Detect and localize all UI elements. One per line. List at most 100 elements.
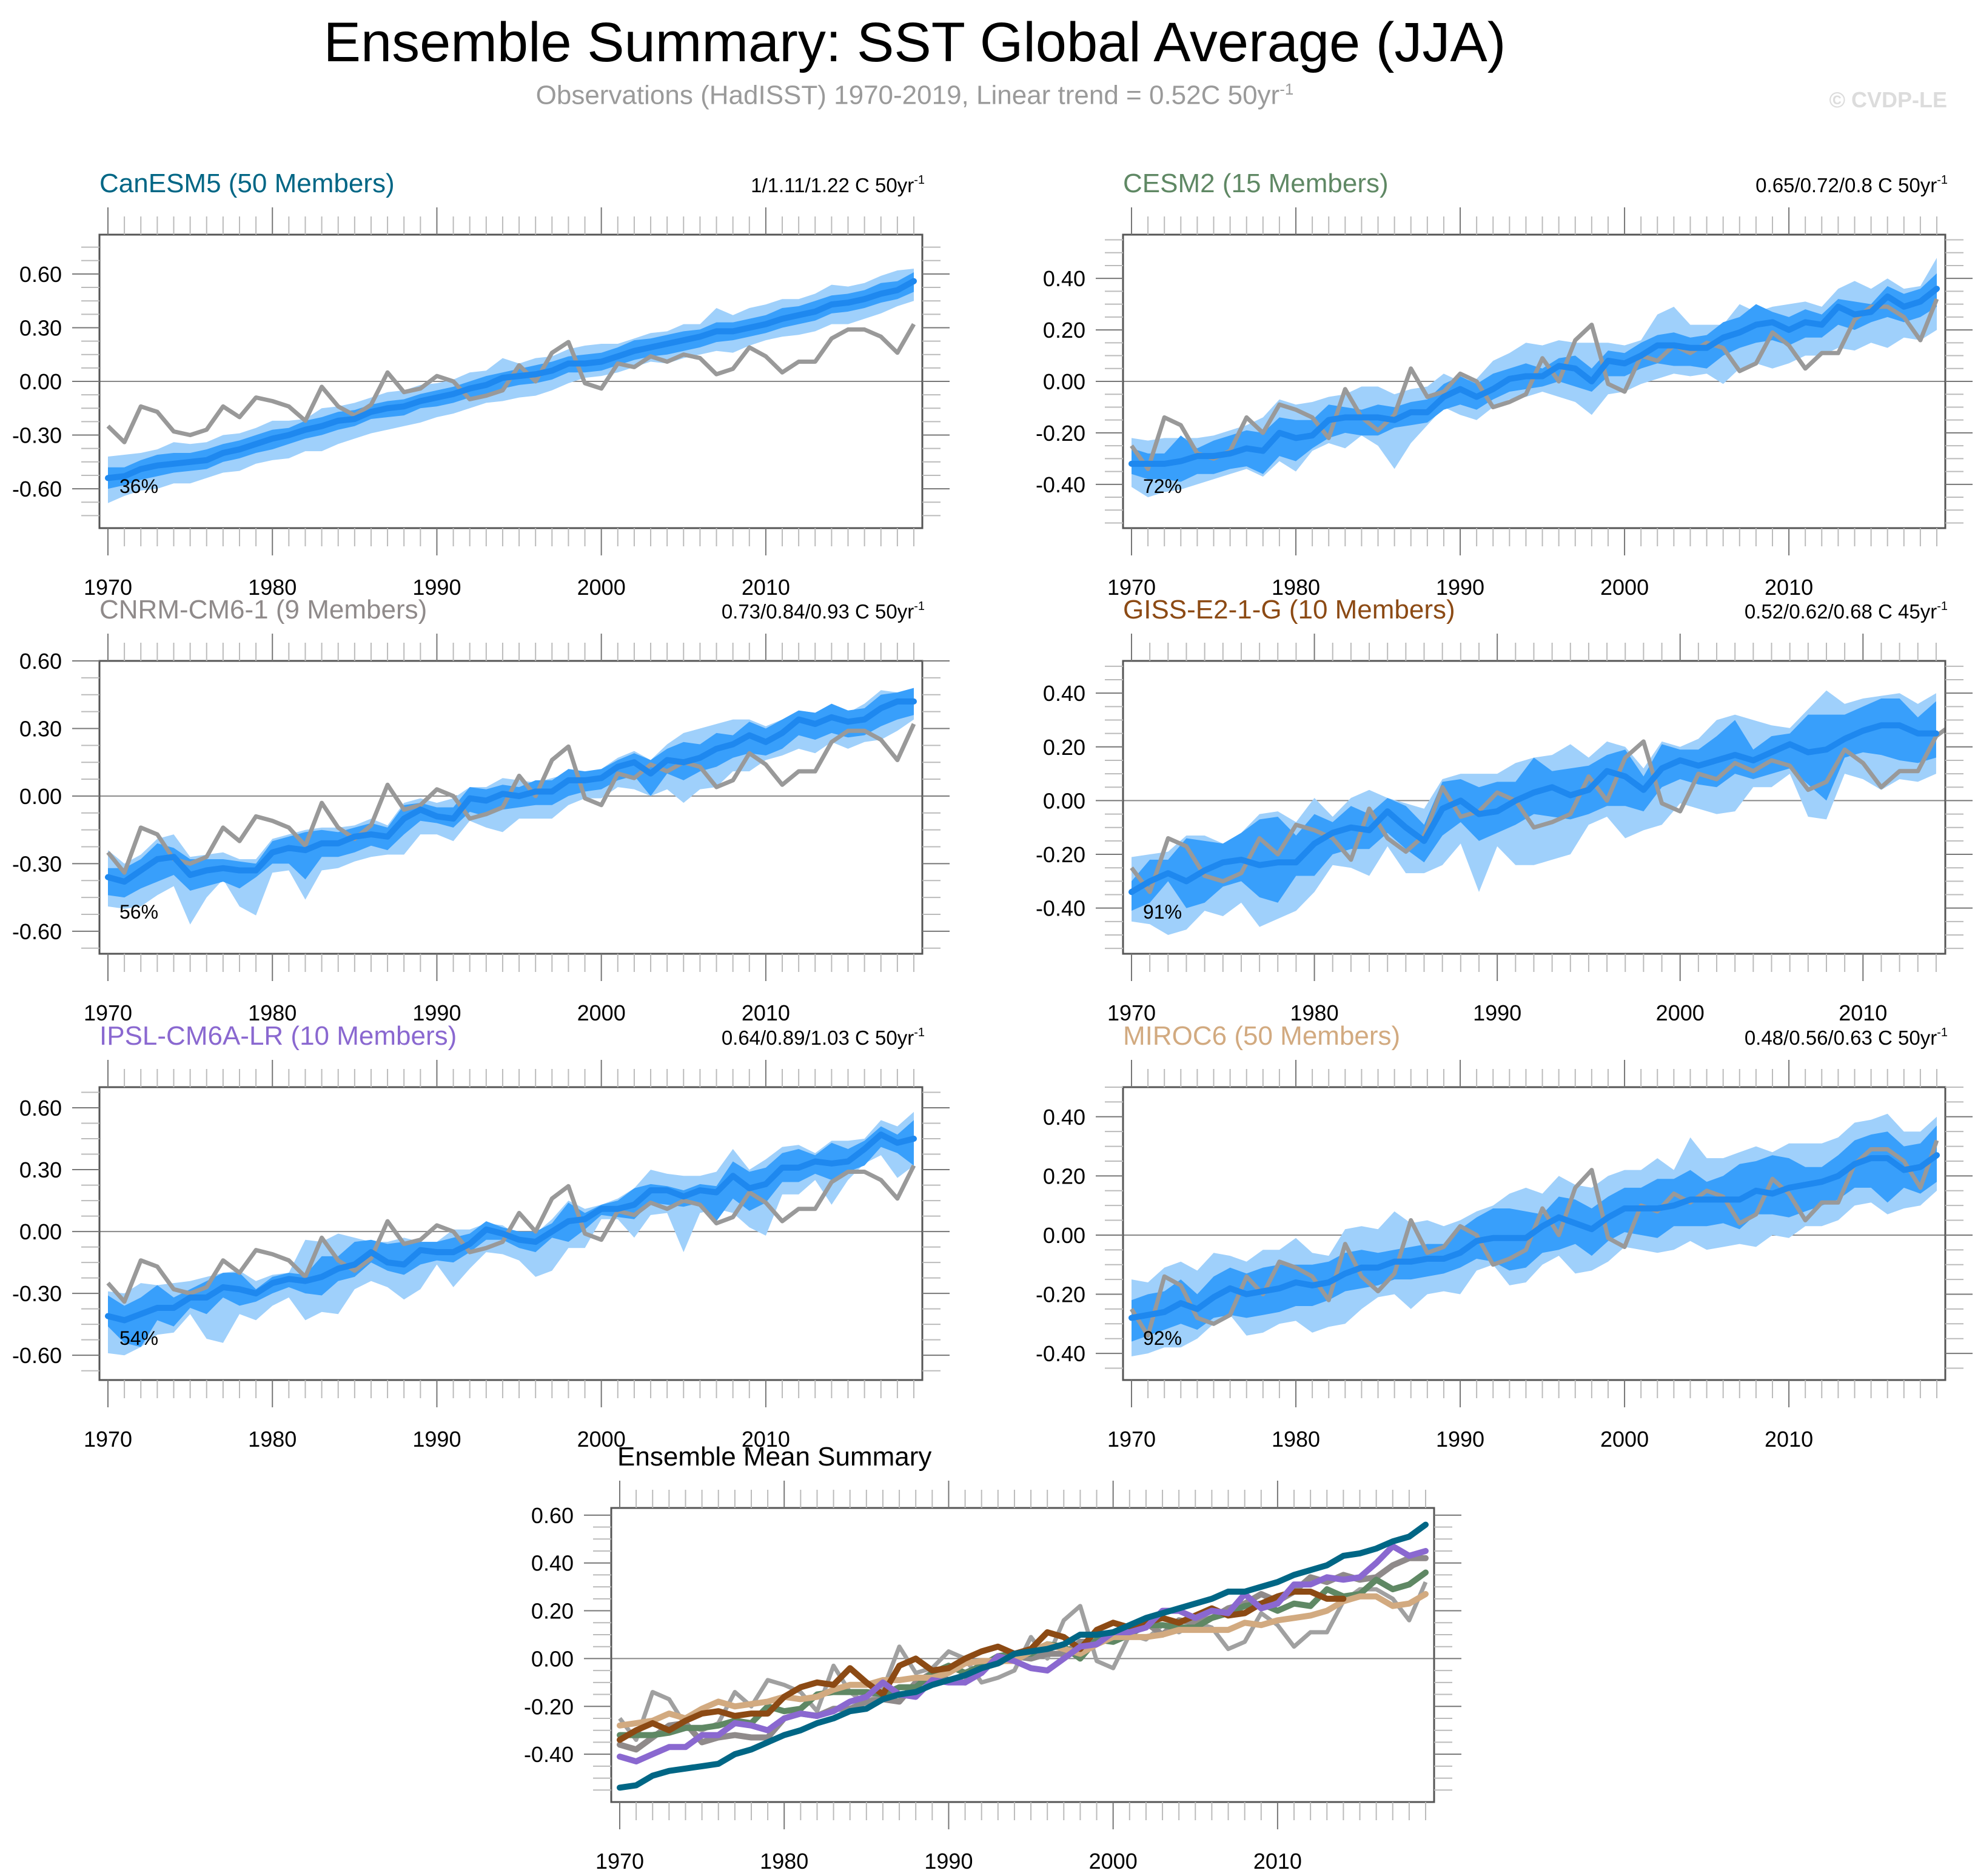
- panel-title: CESM2 (15 Members): [1123, 169, 1389, 198]
- x-tick-label: 1990: [412, 575, 461, 600]
- trend-superscript: -1: [914, 600, 925, 613]
- y-tick-label: -0.20: [1036, 842, 1085, 867]
- trend-superscript: -1: [914, 173, 925, 187]
- x-tick-label: 1970: [84, 575, 132, 600]
- y-tick-label: 0.00: [1043, 1223, 1085, 1248]
- x-tick-label: 2010: [742, 575, 790, 600]
- trend-text: 0.65/0.72/0.8 C 50yr: [1755, 174, 1937, 196]
- chart-panel-4: 54% 0.64/0.89/1.03 C 50yr-1 1970 1980 1990 20…: [12, 1021, 950, 1452]
- plot-area: [99, 1111, 922, 1356]
- x-tick-label: 1990: [1436, 575, 1484, 600]
- panel-title: CanESM5 (50 Members): [99, 169, 395, 198]
- y-tick-label: 0.40: [531, 1551, 574, 1576]
- y-tick-label: 0.00: [19, 369, 62, 394]
- y-tick-label: -0.40: [1036, 896, 1085, 921]
- trend-text: 0.48/0.56/0.63 C 50yr: [1745, 1027, 1937, 1049]
- y-tick-label: -0.60: [12, 919, 62, 944]
- y-tick-label: 0.00: [19, 1219, 62, 1244]
- plot-area: [611, 1521, 1434, 1791]
- y-tick-label: 0.20: [1043, 735, 1085, 760]
- ensemble-mean-line-miroc6: [617, 1591, 1429, 1729]
- y-tick-label: -0.20: [524, 1694, 574, 1719]
- y-tick-label: 0.00: [1043, 788, 1085, 813]
- plot-frame: [610, 1507, 1435, 1803]
- ensemble-mean-line-ipsl-cm6a-lr: [617, 1543, 1429, 1764]
- x-tick-label: 1980: [248, 575, 297, 600]
- figure-subtitle: Observations (HadISST) 1970-2019, Linear…: [0, 80, 1902, 111]
- y-tick-label: 0.40: [1043, 681, 1085, 706]
- x-tick-label: 1990: [1436, 1427, 1484, 1452]
- plot-frame: [98, 660, 924, 955]
- x-tick-label: 1990: [412, 1427, 461, 1452]
- ensemble-range-inner-band: [1132, 698, 1936, 911]
- ensemble-mean-line: [1128, 1152, 1940, 1321]
- ensemble-mean-line: [105, 278, 917, 481]
- chart-panel-6: 1970 1980 1990 2000 2010 -0.40 -0.20 0.00 0.20 0.…: [524, 1442, 1461, 1874]
- plot-area: [99, 269, 922, 503]
- x-tick-label: 1970: [84, 1427, 132, 1452]
- y-tick-label: 0.30: [19, 1157, 62, 1182]
- y-tick-label: -0.30: [12, 1281, 62, 1306]
- percentile-label: 36%: [119, 475, 158, 497]
- trend-label: 0.48/0.56/0.63 C 50yr-1: [1745, 1026, 1948, 1049]
- trend-superscript: -1: [1937, 173, 1948, 187]
- chart-panel-2: 56% 0.73/0.84/0.93 C 50yr-1 1970 1980 1990 20…: [12, 595, 950, 1025]
- y-tick-label: 0.20: [531, 1599, 574, 1624]
- x-tick-label: 2010: [742, 1000, 790, 1025]
- panel-title: MIROC6 (50 Members): [1123, 1021, 1400, 1051]
- panel-title: Ensemble Mean Summary: [617, 1442, 931, 1472]
- y-tick-label: -0.30: [12, 851, 62, 876]
- y-tick-label: 0.30: [19, 716, 62, 741]
- y-tick-label: 0.60: [19, 649, 62, 674]
- y-tick-label: -0.40: [524, 1742, 574, 1767]
- x-tick-label: 2010: [1839, 1000, 1887, 1025]
- y-tick-label: -0.20: [1036, 421, 1085, 446]
- x-tick-label: 1980: [1272, 575, 1320, 600]
- x-tick-label: 2000: [1600, 1427, 1649, 1452]
- trend-label: 0.73/0.84/0.93 C 50yr-1: [722, 600, 925, 623]
- percentile-label: 92%: [1143, 1327, 1182, 1349]
- x-tick-label: 1970: [84, 1000, 132, 1025]
- x-tick-label: 2000: [577, 1000, 626, 1025]
- y-tick-label: 0.20: [1043, 318, 1085, 343]
- trend-text: 0.73/0.84/0.93 C 50yr: [722, 600, 914, 623]
- chart-panel-1: 72% 0.65/0.72/0.8 C 50yr-1 1970 1980 1990 200…: [1036, 169, 1973, 600]
- y-tick-label: 0.00: [1043, 369, 1085, 394]
- trend-superscript: -1: [1937, 600, 1948, 613]
- x-tick-label: 1980: [1272, 1427, 1320, 1452]
- x-tick-label: 1970: [1107, 1000, 1156, 1025]
- y-tick-label: 0.60: [19, 1096, 62, 1121]
- plot-area: [99, 688, 922, 925]
- watermark: © CVDP-LE: [1829, 87, 1947, 112]
- y-tick-label: 0.30: [19, 315, 62, 340]
- percentile-label: 56%: [119, 901, 158, 923]
- x-tick-label: 1970: [595, 1849, 644, 1874]
- x-tick-label: 1990: [924, 1849, 973, 1874]
- panel-title: IPSL-CM6A-LR (10 Members): [99, 1021, 457, 1051]
- x-tick-label: 2010: [1765, 1427, 1813, 1452]
- y-tick-label: 0.20: [1043, 1164, 1085, 1188]
- panel-title: CNRM-CM6-1 (9 Members): [99, 595, 427, 625]
- panel-title: GISS-E2-1-G (10 Members): [1123, 595, 1455, 625]
- x-tick-label: 1990: [1473, 1000, 1521, 1025]
- observations-line: [106, 723, 916, 875]
- y-tick-label: 0.60: [19, 262, 62, 287]
- y-tick-label: 0.40: [1043, 1105, 1085, 1130]
- x-tick-label: 2010: [1765, 575, 1813, 600]
- trend-label: 0.52/0.62/0.68 C 45yr-1: [1745, 600, 1948, 623]
- y-tick-label: -0.40: [1036, 472, 1085, 497]
- chart-panel-0: 36% 1/1.11/1.22 C 50yr-1 1970 1980 1990 2000 2…: [12, 169, 950, 600]
- plot-area: [1123, 690, 1945, 935]
- y-tick-label: 0.60: [531, 1503, 574, 1528]
- trend-superscript: -1: [1937, 1026, 1948, 1039]
- subtitle-text: Observations (HadISST) 1970-2019, Linear…: [535, 80, 1280, 110]
- x-tick-label: 2000: [577, 575, 626, 600]
- ensemble-mean-line: [1128, 286, 1940, 467]
- y-tick-label: -0.20: [1036, 1282, 1085, 1307]
- percentile-label: 91%: [1143, 901, 1182, 923]
- y-tick-label: 0.40: [1043, 266, 1085, 291]
- percentile-label: 54%: [119, 1327, 158, 1349]
- y-tick-label: -0.60: [12, 1343, 62, 1368]
- percentile-label: 72%: [1143, 475, 1182, 497]
